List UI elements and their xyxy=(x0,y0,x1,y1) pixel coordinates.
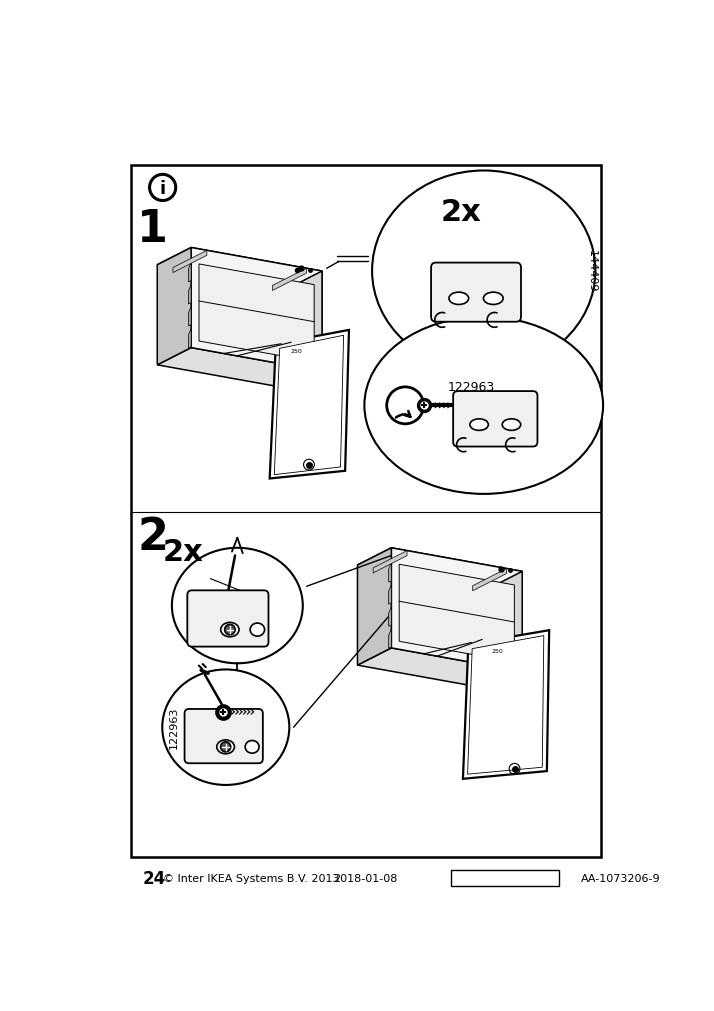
Polygon shape xyxy=(157,249,322,289)
FancyBboxPatch shape xyxy=(453,391,538,447)
Ellipse shape xyxy=(470,420,488,431)
Text: 24: 24 xyxy=(143,869,166,888)
Polygon shape xyxy=(288,272,322,389)
Text: 2x: 2x xyxy=(441,197,481,226)
Polygon shape xyxy=(188,307,191,327)
Text: AA-1073206-9: AA-1073206-9 xyxy=(580,874,660,884)
Bar xyxy=(451,870,559,886)
Polygon shape xyxy=(157,249,191,365)
Ellipse shape xyxy=(250,624,265,637)
Polygon shape xyxy=(274,336,343,475)
Ellipse shape xyxy=(221,623,239,637)
Ellipse shape xyxy=(502,420,521,431)
Polygon shape xyxy=(473,569,506,591)
Ellipse shape xyxy=(449,293,468,305)
Circle shape xyxy=(221,742,231,752)
Text: 2018-01-08: 2018-01-08 xyxy=(333,874,398,884)
Polygon shape xyxy=(188,330,191,349)
Polygon shape xyxy=(188,285,191,304)
Polygon shape xyxy=(463,631,549,779)
Text: 2x: 2x xyxy=(163,538,203,566)
Polygon shape xyxy=(270,331,349,479)
Text: © Inter IKEA Systems B.V. 2013: © Inter IKEA Systems B.V. 2013 xyxy=(163,874,339,884)
Polygon shape xyxy=(157,348,322,389)
Polygon shape xyxy=(173,251,207,273)
Ellipse shape xyxy=(372,171,595,371)
Text: 250: 250 xyxy=(291,349,303,354)
Polygon shape xyxy=(199,265,314,362)
Polygon shape xyxy=(388,608,391,627)
Ellipse shape xyxy=(483,293,503,305)
Polygon shape xyxy=(388,629,391,649)
Polygon shape xyxy=(358,548,522,589)
Text: 122963: 122963 xyxy=(448,380,495,393)
Text: 144409: 144409 xyxy=(586,250,596,292)
FancyBboxPatch shape xyxy=(187,590,268,647)
Text: 2: 2 xyxy=(137,516,168,558)
Text: 1: 1 xyxy=(137,207,168,251)
Polygon shape xyxy=(188,263,191,283)
Polygon shape xyxy=(358,548,391,665)
Polygon shape xyxy=(388,563,391,582)
Ellipse shape xyxy=(217,740,234,754)
Ellipse shape xyxy=(172,548,303,663)
Polygon shape xyxy=(399,565,514,662)
Polygon shape xyxy=(468,636,544,774)
Polygon shape xyxy=(488,572,522,690)
Ellipse shape xyxy=(364,317,603,494)
Polygon shape xyxy=(358,648,522,690)
Text: i: i xyxy=(160,180,166,198)
Circle shape xyxy=(149,175,176,201)
Text: 250: 250 xyxy=(491,648,503,653)
FancyBboxPatch shape xyxy=(431,263,521,323)
Polygon shape xyxy=(191,249,322,372)
Ellipse shape xyxy=(245,741,259,753)
FancyBboxPatch shape xyxy=(184,710,263,763)
Polygon shape xyxy=(373,551,407,573)
Ellipse shape xyxy=(162,669,289,786)
Circle shape xyxy=(387,387,423,425)
Text: 122963: 122963 xyxy=(169,707,179,749)
Bar xyxy=(131,166,600,856)
Polygon shape xyxy=(388,585,391,605)
Polygon shape xyxy=(273,269,306,291)
Circle shape xyxy=(225,625,235,635)
Polygon shape xyxy=(391,548,522,671)
